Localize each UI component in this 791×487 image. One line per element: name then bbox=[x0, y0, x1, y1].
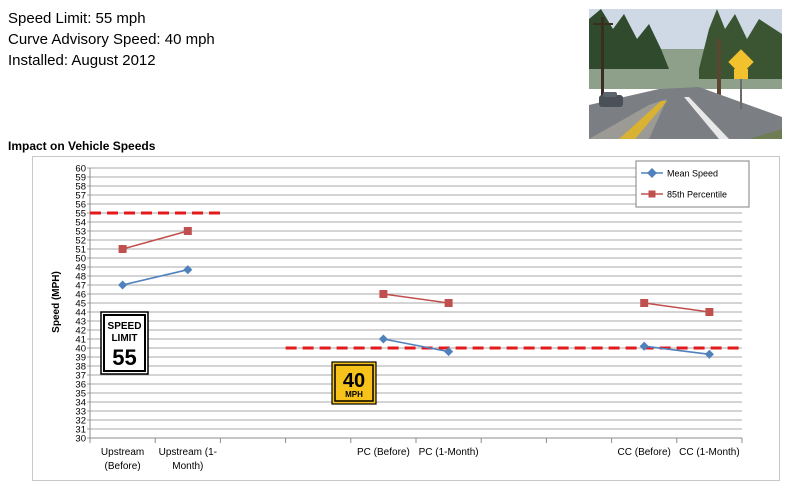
y-tick-label: 30 bbox=[75, 434, 86, 445]
y-tick-label: 44 bbox=[75, 308, 86, 319]
y-tick-label: 33 bbox=[75, 407, 86, 418]
y-tick-label: 35 bbox=[75, 389, 86, 400]
data-point-85th-percentile bbox=[640, 299, 649, 307]
y-tick-label: 48 bbox=[75, 272, 86, 283]
series-layer bbox=[118, 227, 714, 359]
x-category-label: PC (Before) bbox=[357, 447, 410, 458]
y-tick-label: 38 bbox=[75, 362, 86, 373]
data-point-mean-speed bbox=[183, 265, 193, 275]
y-axis-label: Speed (MPH) bbox=[51, 271, 62, 333]
x-category-label: Month) bbox=[172, 461, 203, 472]
series-line bbox=[383, 338, 449, 353]
x-category-labels: Upstream (Before) Upstream (1- Month) PC (Be… bbox=[101, 447, 740, 472]
series-line bbox=[644, 302, 710, 313]
data-point-85th-percentile bbox=[705, 308, 714, 316]
x-category-label: Upstream bbox=[101, 447, 144, 458]
x-category-label: Upstream (1- bbox=[159, 447, 217, 458]
y-tick-label: 37 bbox=[75, 371, 86, 382]
y-tick-label: 59 bbox=[75, 173, 86, 184]
y-tick-label: 40 bbox=[75, 344, 86, 355]
y-tick-label: 31 bbox=[75, 425, 86, 436]
install-info: Speed Limit: 55 mph Curve Advisory Speed… bbox=[8, 8, 215, 71]
y-tick-label: 54 bbox=[75, 218, 86, 229]
series-line bbox=[122, 268, 188, 286]
data-point-85th-percentile bbox=[183, 227, 192, 235]
y-tick-label: 57 bbox=[75, 191, 86, 202]
speed-limit-text: Speed Limit: 55 mph bbox=[8, 10, 146, 27]
y-tick-label: 47 bbox=[75, 281, 86, 292]
road-photo bbox=[589, 9, 782, 139]
legend-label-mean-speed: Mean Speed bbox=[667, 169, 718, 179]
advisory-sign-value: 40 bbox=[343, 370, 365, 392]
x-category-label: PC (1-Month) bbox=[419, 447, 479, 458]
advisory-speed-sign: 40 MPH bbox=[331, 361, 377, 405]
road-photo-illustration bbox=[589, 9, 782, 139]
y-tick-label: 53 bbox=[75, 227, 86, 238]
series-line bbox=[122, 230, 189, 250]
data-point-85th-percentile bbox=[444, 299, 453, 307]
y-tick-label: 39 bbox=[75, 353, 86, 364]
y-tick-label: 34 bbox=[75, 398, 86, 409]
speed-limit-sign-line2: LIMIT bbox=[111, 333, 137, 344]
series-line bbox=[644, 345, 710, 356]
y-tick-label: 58 bbox=[75, 182, 86, 193]
data-point-85th-percentile bbox=[118, 245, 127, 253]
y-tick-label: 36 bbox=[75, 380, 86, 391]
y-tick-label: 42 bbox=[75, 326, 86, 337]
y-tick-label: 55 bbox=[75, 209, 86, 220]
chart-section-title: Impact on Vehicle Speeds bbox=[8, 139, 156, 153]
data-point-85th-percentile bbox=[379, 290, 388, 298]
x-category-label: CC (1-Month) bbox=[679, 447, 740, 458]
y-tick-label: 45 bbox=[75, 299, 86, 310]
y-tick-label: 52 bbox=[75, 236, 86, 247]
installed-date-text: Installed: August 2012 bbox=[8, 52, 156, 69]
legend-85th-marker bbox=[648, 190, 656, 198]
y-tick-label: 41 bbox=[75, 335, 86, 346]
y-tick-label: 32 bbox=[75, 416, 86, 427]
y-tick-label: 56 bbox=[75, 200, 86, 211]
advisory-sign-unit: MPH bbox=[345, 390, 363, 399]
data-point-mean-speed bbox=[118, 280, 128, 290]
y-tick-label: 49 bbox=[75, 263, 86, 274]
y-tick-label: 46 bbox=[75, 290, 86, 301]
x-category-label: (Before) bbox=[105, 461, 141, 472]
y-tick-label: 43 bbox=[75, 317, 86, 328]
speed-limit-sign: SPEED LIMIT 55 bbox=[100, 311, 149, 375]
chart-legend: Mean Speed 85th Percentile bbox=[635, 160, 750, 208]
y-tick-label: 51 bbox=[75, 245, 86, 256]
data-point-mean-speed bbox=[704, 349, 714, 359]
y-tick-labels: 3031323334353637383940414243444546474849… bbox=[75, 164, 86, 445]
legend-mean-marker bbox=[647, 168, 657, 178]
y-tick-label: 60 bbox=[75, 164, 86, 175]
speed-chart-svg: 3031323334353637383940414243444546474849… bbox=[51, 160, 750, 472]
speed-chart: 30 31 32 33 34 35 36 37 38 39 40 41 42 43 44 45 46 47 48 49… bbox=[32, 156, 780, 481]
series-line bbox=[383, 293, 449, 304]
speed-limit-sign-line1: SPEED bbox=[108, 321, 142, 332]
y-tick-label: 50 bbox=[75, 254, 86, 265]
data-point-mean-speed bbox=[378, 334, 388, 344]
reference-lines bbox=[90, 211, 742, 350]
speed-limit-sign-value: 55 bbox=[112, 345, 136, 370]
curve-advisory-text: Curve Advisory Speed: 40 mph bbox=[8, 31, 215, 48]
legend-label-85th-percentile: 85th Percentile bbox=[667, 190, 727, 200]
x-category-label: CC (Before) bbox=[618, 447, 671, 458]
